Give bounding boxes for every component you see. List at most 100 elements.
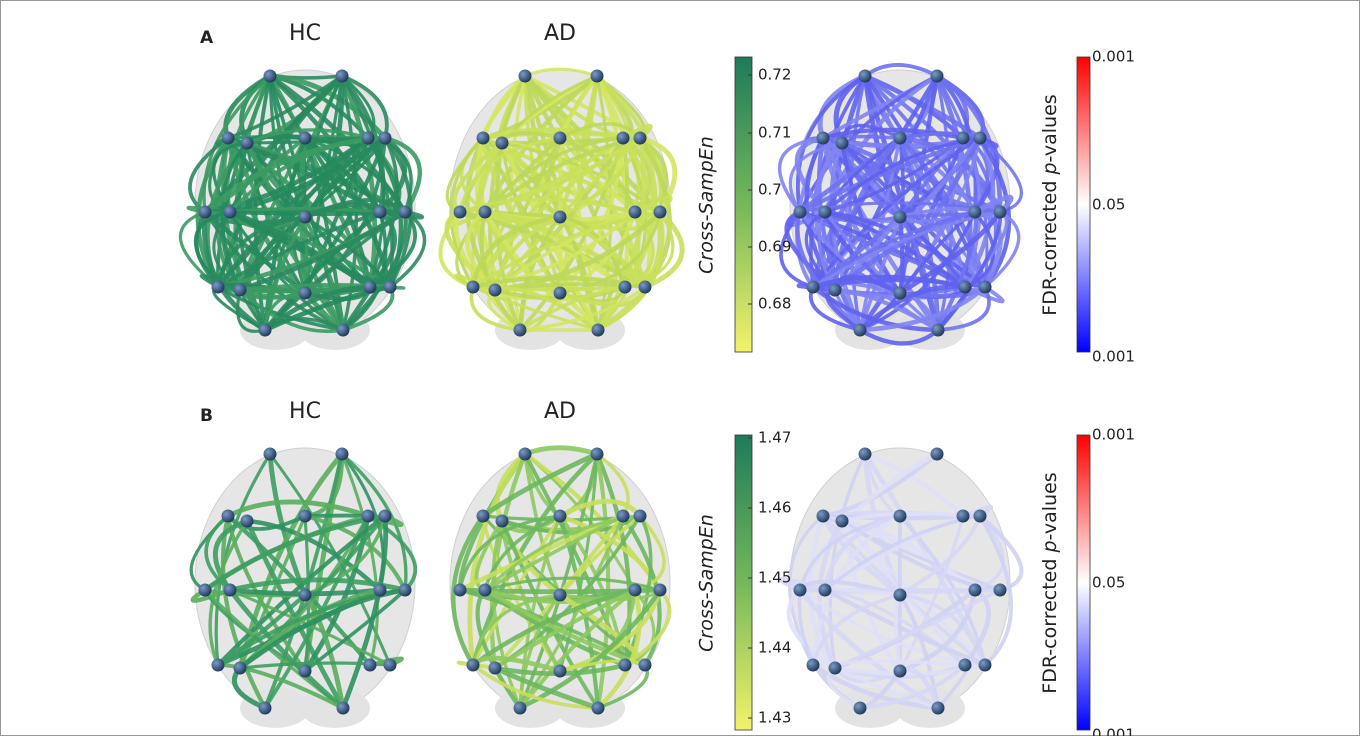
node (264, 448, 277, 461)
pvalue-title-part: FDR-corrected (1039, 553, 1061, 694)
node (634, 510, 647, 523)
node (836, 137, 849, 150)
node (379, 132, 392, 145)
node (454, 584, 467, 597)
node (241, 515, 254, 528)
pvalue-tick-label: 0.001 (1092, 48, 1135, 66)
node (554, 589, 567, 602)
colorbar (735, 435, 752, 730)
node (259, 324, 272, 337)
colorbar-tick-label: 1.45 (758, 569, 791, 587)
node (379, 510, 392, 523)
node (591, 70, 604, 83)
node (957, 132, 970, 145)
node (337, 324, 350, 337)
colorbar-tick-label: 0.7 (758, 181, 782, 199)
node (337, 702, 350, 715)
node (362, 510, 375, 523)
pvalue-tick-label: 0.05 (1092, 196, 1125, 214)
node (794, 206, 807, 219)
node (819, 206, 832, 219)
node (979, 281, 992, 294)
node (639, 281, 652, 294)
colorbar-title: Cross-SampEn (696, 514, 718, 652)
node (299, 211, 312, 224)
node (299, 665, 312, 678)
pvalue-title-part: p (1039, 162, 1061, 175)
node (479, 584, 492, 597)
colorbar-tick-label: 0.68 (758, 295, 791, 313)
colorbar-tick-label: 0.69 (758, 238, 791, 256)
pvalue-title-part: p (1039, 540, 1061, 553)
node (554, 287, 567, 300)
node (454, 206, 467, 219)
node (932, 702, 945, 715)
colorbar-tick-label: 1.44 (758, 639, 791, 657)
node (807, 281, 820, 294)
node (224, 206, 237, 219)
node (819, 584, 832, 597)
node (199, 584, 212, 597)
node (336, 70, 349, 83)
node (234, 662, 247, 675)
node (794, 584, 807, 597)
pvalue-tick-label: 0.001 (1092, 426, 1135, 444)
node (654, 584, 667, 597)
node (374, 584, 387, 597)
node (364, 659, 377, 672)
brain-title: AD (544, 21, 576, 46)
node (957, 510, 970, 523)
node (617, 132, 630, 145)
node (212, 659, 225, 672)
panel-label: A (200, 28, 214, 48)
node (969, 584, 982, 597)
pvalue-bar (1077, 57, 1090, 352)
node (807, 659, 820, 672)
node (829, 662, 842, 675)
colorbar-tick-label: 1.43 (758, 709, 791, 727)
node (894, 132, 907, 145)
node (634, 132, 647, 145)
node (932, 324, 945, 337)
node (259, 702, 272, 715)
node (399, 584, 412, 597)
figure: AHCAD0.720.710.70.690.68Cross-SampEn0.00… (0, 0, 1360, 736)
node (222, 132, 235, 145)
brain-title: HC (289, 399, 321, 424)
node (264, 70, 277, 83)
colorbar-title: Cross-SampEn (696, 136, 718, 274)
node (336, 448, 349, 461)
node (374, 206, 387, 219)
pvalue-bar (1077, 435, 1090, 730)
colorbar (735, 57, 752, 352)
node (894, 589, 907, 602)
node (836, 515, 849, 528)
node (959, 281, 972, 294)
node (931, 70, 944, 83)
node (817, 510, 830, 523)
pvalue-title-part: FDR-corrected (1039, 175, 1061, 316)
node (299, 287, 312, 300)
node (859, 70, 872, 83)
node (554, 510, 567, 523)
node (199, 206, 212, 219)
colorbar-tick-label: 0.71 (758, 124, 791, 142)
node (854, 324, 867, 337)
node (234, 284, 247, 297)
node (629, 584, 642, 597)
node (489, 284, 502, 297)
node (817, 132, 830, 145)
node (894, 665, 907, 678)
pvalue-title: FDR-corrected p-values (1039, 472, 1061, 693)
node (654, 206, 667, 219)
node (399, 206, 412, 219)
node (629, 206, 642, 219)
node (299, 510, 312, 523)
node (592, 702, 605, 715)
node (489, 662, 502, 675)
node (619, 659, 632, 672)
node (974, 510, 987, 523)
node (519, 448, 532, 461)
node (854, 702, 867, 715)
pvalue-tick-label: 0.001 (1092, 726, 1135, 736)
